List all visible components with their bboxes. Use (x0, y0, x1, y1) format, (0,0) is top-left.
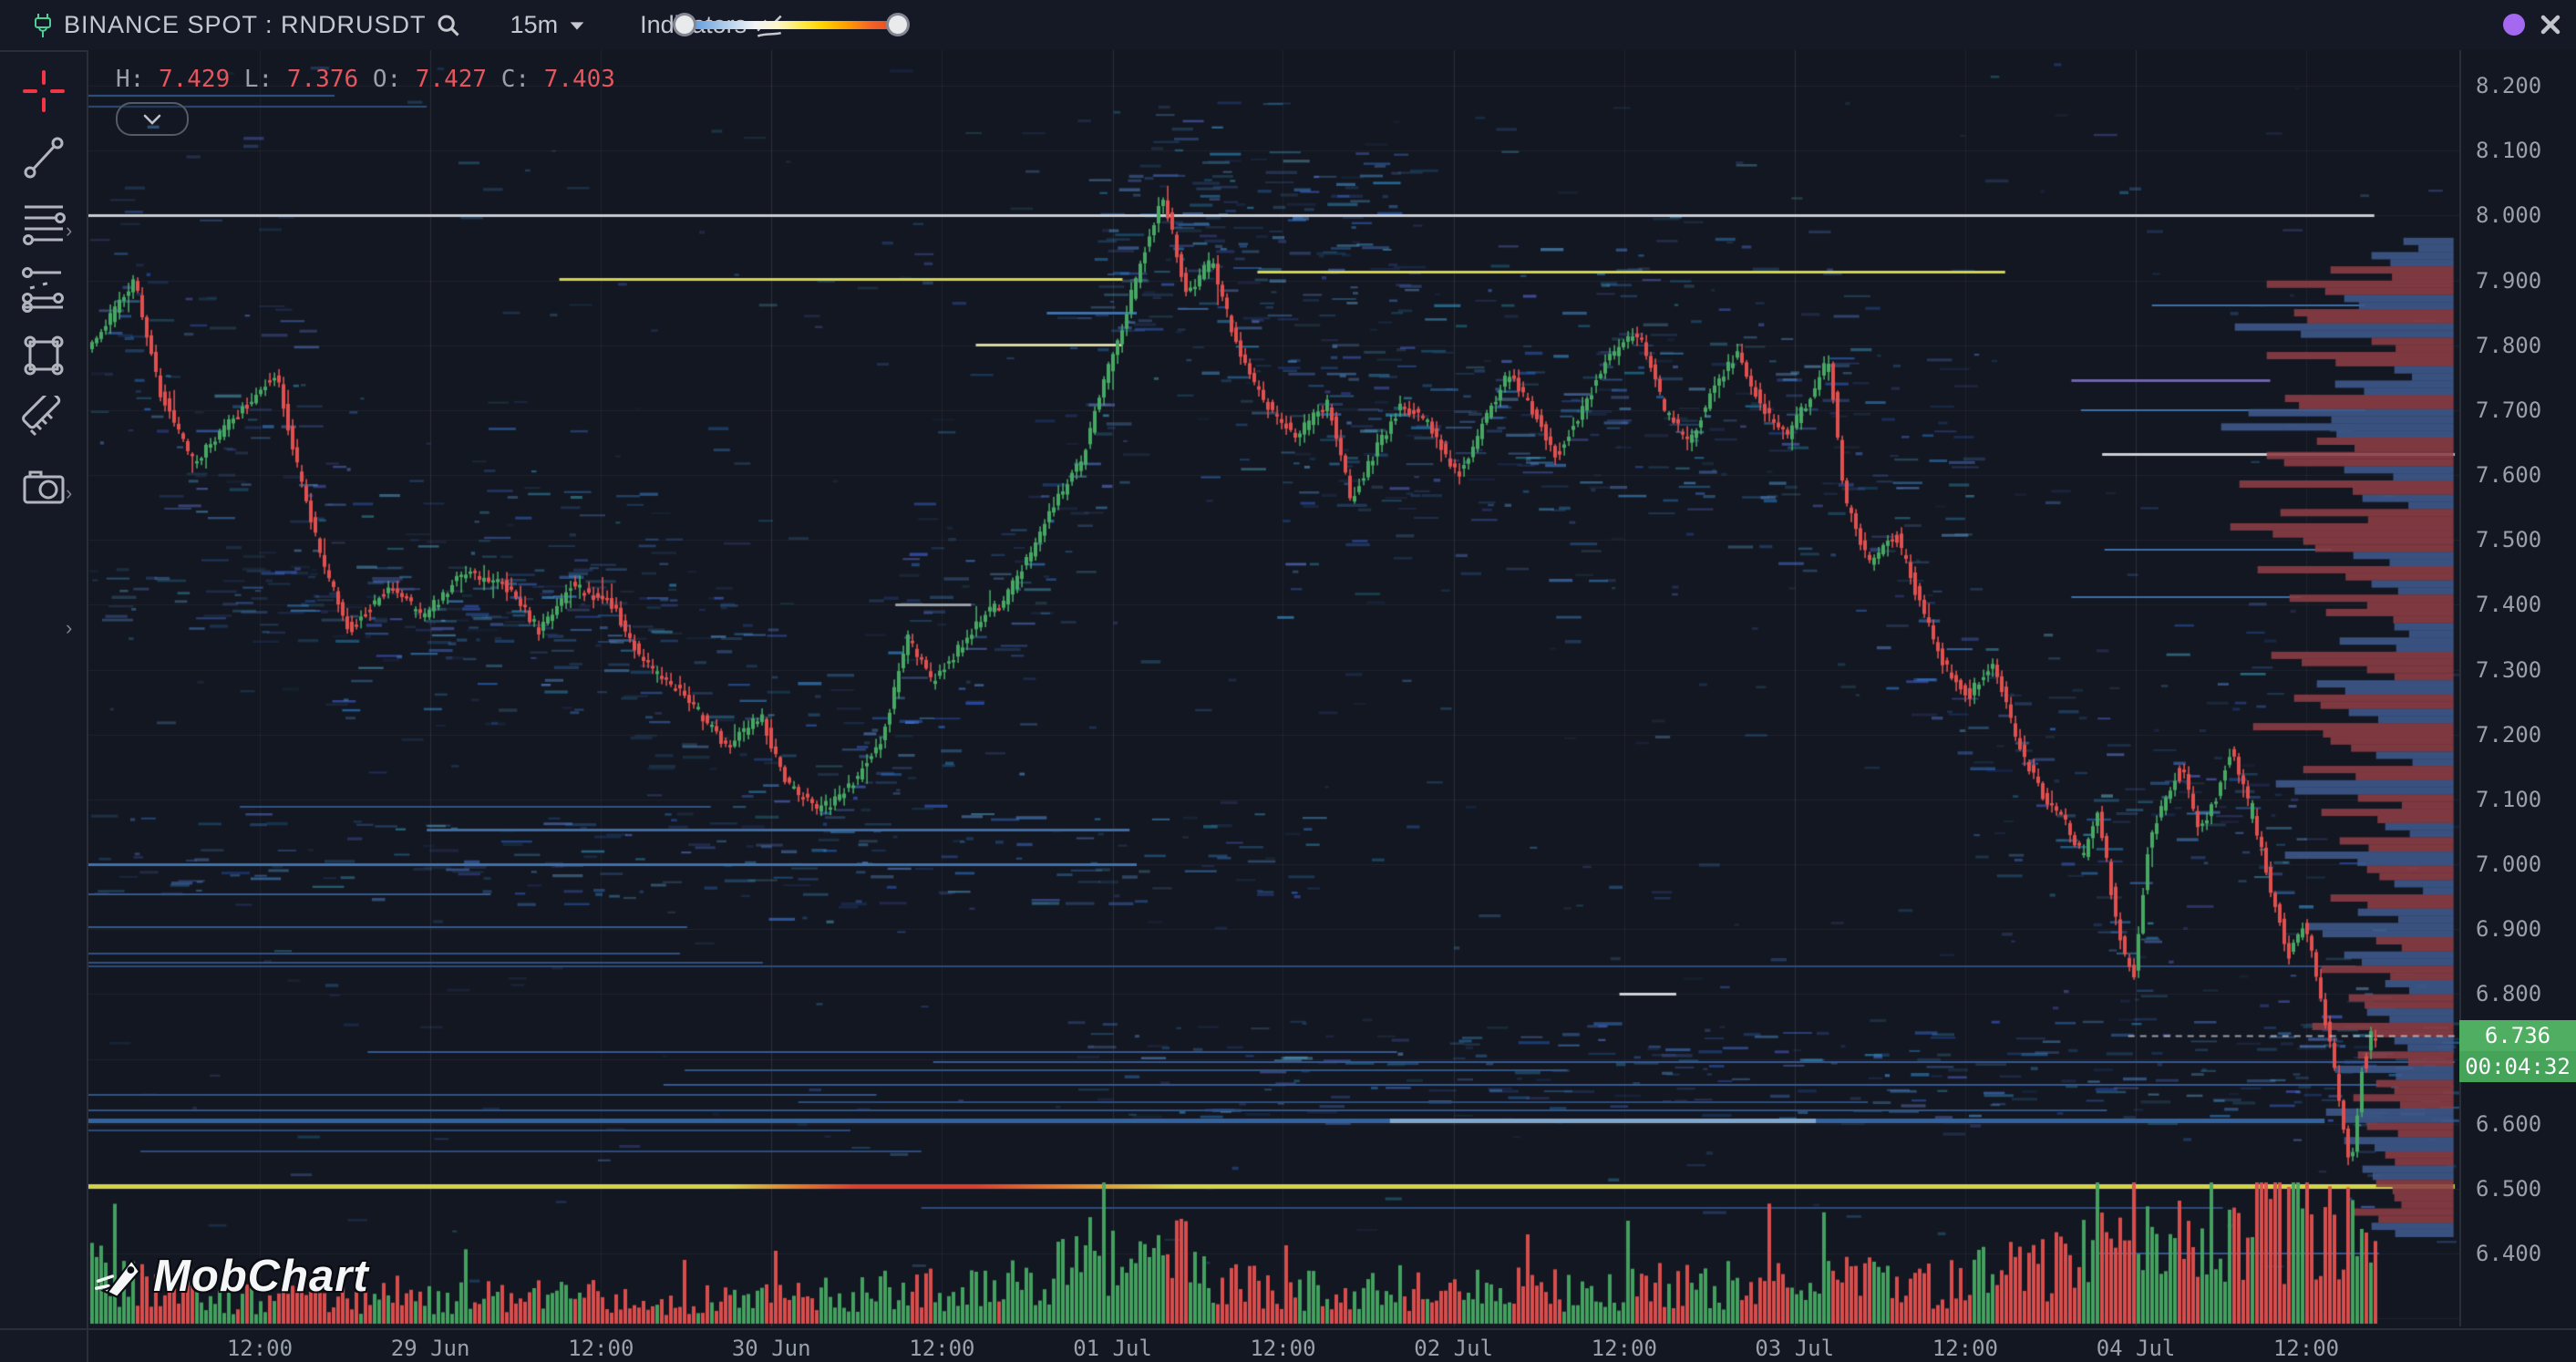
rocket-icon (95, 1251, 146, 1302)
slider-handle-min[interactable] (673, 13, 696, 36)
low-label: L: (243, 66, 273, 93)
price-axis[interactable]: 8.200 8.100 8.000 7.900 7.800 7.700 7.600 7.500… (2459, 50, 2576, 1326)
tool-crosshair[interactable] (0, 61, 87, 121)
price-tick-label: 7.500 (2476, 527, 2542, 553)
tool-rectangle[interactable]: › (0, 325, 87, 638)
time-tick-label: 02 Jul (1414, 1336, 1493, 1361)
current-price-badge: 6.736 (2459, 1020, 2576, 1051)
price-tick-label: 6.500 (2476, 1175, 2542, 1202)
price-tick-label: 6.600 (2476, 1110, 2542, 1137)
search-icon (436, 13, 461, 38)
price-tick-label: 8.000 (2476, 202, 2542, 229)
time-tick-label: 12:00 (1591, 1336, 1657, 1361)
bottom-left-corner (0, 1328, 88, 1362)
price-tick-label: 7.000 (2476, 851, 2542, 878)
time-tick-label: 04 Jul (2096, 1336, 2176, 1361)
price-tick-label: 7.100 (2476, 786, 2542, 812)
drawing-toolbar: › › › (0, 52, 88, 1360)
time-tick-label: 30 Jun (731, 1336, 811, 1361)
tool-trend-line[interactable]: › (0, 127, 87, 241)
price-tick-label: 7.900 (2476, 267, 2542, 294)
high-label: H: (116, 66, 145, 93)
time-tick-label: 03 Jul (1755, 1336, 1835, 1361)
connection-plug-icon (31, 12, 55, 39)
price-tick-label: 6.400 (2476, 1241, 2542, 1267)
price-tick-label: 7.400 (2476, 592, 2542, 618)
chevron-down-icon (567, 15, 587, 36)
price-tick-label: 7.700 (2476, 397, 2542, 423)
price-tick-label: 8.100 (2476, 138, 2542, 164)
time-tick-label: 12:00 (2272, 1336, 2340, 1361)
watermark: MobChart (95, 1251, 369, 1302)
top-bar: BINANCE SPOT : RNDRUSDT 15m Indicators (0, 0, 2576, 52)
price-tick-label: 7.800 (2476, 332, 2542, 358)
time-tick-label: 12:00 (568, 1336, 634, 1361)
tool-parallel-channel[interactable]: › (0, 258, 87, 503)
price-tick-label: 8.200 (2476, 73, 2542, 98)
timeframe-label: 15m (510, 11, 559, 38)
time-tick-label: 12:00 (909, 1336, 975, 1361)
price-tick-label: 7.600 (2476, 462, 2542, 489)
close-icon[interactable] (2540, 14, 2561, 36)
price-tick-label: 7.300 (2476, 656, 2542, 683)
close-value: 7.403 (543, 66, 615, 93)
submenu-chevron-icon[interactable]: › (66, 219, 73, 242)
low-value: 7.376 (286, 66, 359, 93)
high-value: 7.429 (158, 66, 231, 93)
submenu-chevron-icon[interactable]: › (66, 481, 73, 504)
price-tick-label: 6.900 (2476, 916, 2542, 943)
price-tick-label: 7.200 (2476, 721, 2542, 748)
timeframe-selector[interactable]: 15m (510, 11, 588, 39)
heatmap-intensity-slider[interactable] (673, 13, 910, 36)
time-tick-label: 12:00 (226, 1336, 294, 1361)
ohlc-legend: H: 7.429 L: 7.376 O: 7.427 C: 7.403 (116, 66, 615, 93)
time-axis[interactable]: 12:00 29 Jun 12:00 30 Jun 12:00 01 Jul 12:00 02… (88, 1328, 2576, 1362)
open-value: 7.427 (415, 66, 488, 93)
price-chart-canvas[interactable] (88, 50, 2459, 1326)
tool-ruler[interactable] (0, 391, 87, 451)
slider-handle-max[interactable] (886, 13, 910, 36)
legend-collapse-button[interactable] (116, 102, 189, 136)
gradient-track[interactable] (685, 21, 892, 29)
candle-countdown-badge: 00:04:32 (2459, 1051, 2576, 1082)
time-tick-label: 29 Jun (390, 1336, 470, 1361)
submenu-chevron-icon[interactable]: › (66, 616, 73, 639)
tool-screenshot[interactable] (0, 457, 87, 517)
symbol-selector[interactable]: BINANCE SPOT : RNDRUSDT (31, 11, 461, 39)
time-tick-label: 12:00 (1250, 1336, 1316, 1361)
watermark-brand: MobChart (153, 1252, 369, 1301)
chart-area[interactable] (88, 50, 2459, 1326)
status-dot[interactable] (2503, 14, 2525, 36)
tool-horizontal-lines[interactable] (0, 192, 87, 253)
open-label: O: (372, 66, 402, 93)
close-label: C: (500, 66, 531, 93)
time-tick-label: 01 Jul (1073, 1336, 1152, 1361)
symbol-label: BINANCE SPOT : RNDRUSDT (64, 11, 427, 38)
time-tick-label: 12:00 (1932, 1336, 1998, 1361)
price-tick-label: 6.800 (2476, 981, 2542, 1007)
